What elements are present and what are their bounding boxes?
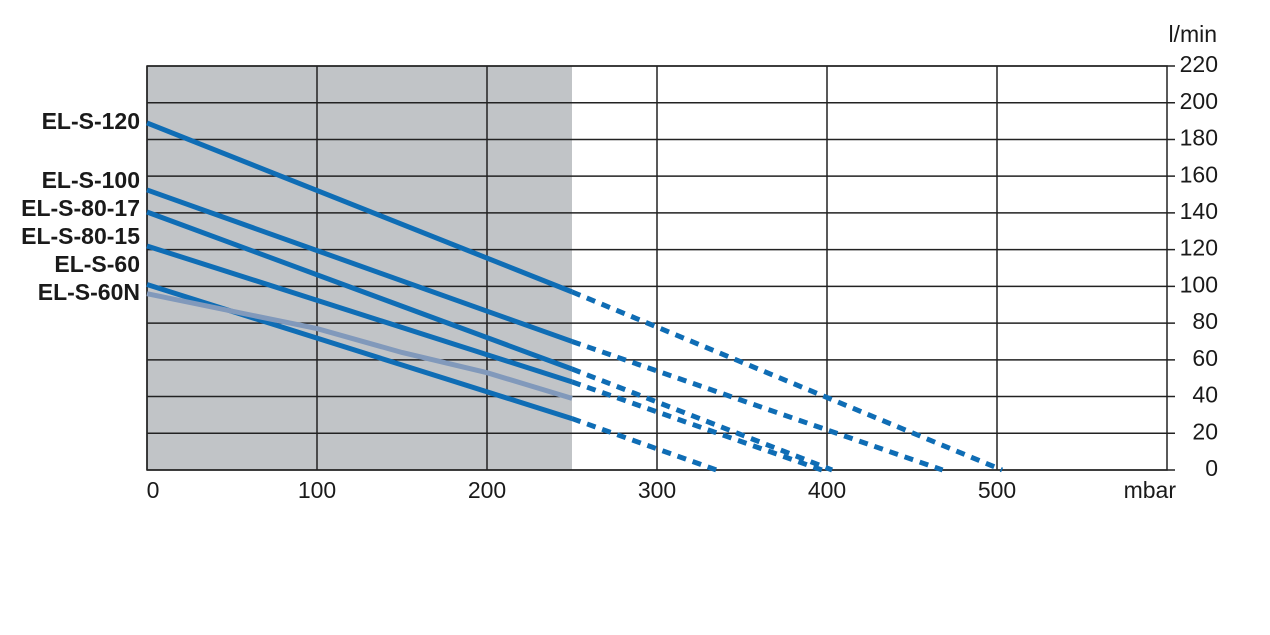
x-tick-label: 300 [638, 477, 676, 503]
series-line [146, 291, 573, 401]
series-line-extrapolated [571, 379, 823, 473]
legend-label: EL-S-100 [42, 167, 140, 193]
x-tick-label: 200 [468, 477, 506, 503]
legend-label: EL-S-80-17 [21, 195, 140, 221]
y-tick-label: 180 [1180, 125, 1218, 151]
y-tick-label: 120 [1180, 235, 1218, 261]
series-line-extrapolated [571, 289, 1004, 473]
plot-frame [146, 65, 1168, 471]
y-tick-label: 40 [1192, 382, 1218, 408]
y-tick-label: 60 [1192, 345, 1218, 371]
y-tick-label: 0 [1205, 455, 1218, 481]
y-tick-label: 140 [1180, 198, 1218, 224]
series-line [146, 243, 573, 385]
y-tick-label: 220 [1180, 51, 1218, 77]
series-line-extrapolated [571, 339, 944, 473]
x-tick-label: 500 [978, 477, 1016, 503]
y-tick-label: 80 [1192, 308, 1218, 334]
series-line-extrapolated [571, 366, 834, 473]
legend-label: EL-S-120 [42, 108, 140, 134]
x-tick-label: 0 [147, 477, 160, 503]
y-tick-label: 160 [1180, 161, 1218, 187]
legend-label: EL-S-60 [54, 251, 140, 277]
y-tick-label: 20 [1192, 418, 1218, 444]
legend-label: EL-S-80-15 [21, 223, 140, 249]
y-tick-label: 100 [1180, 271, 1218, 297]
legend-label: EL-S-60N [38, 279, 140, 305]
y-tick-label: 200 [1180, 88, 1218, 114]
x-axis-label: mbar [1124, 477, 1177, 503]
series-line [146, 120, 573, 295]
x-tick-label: 400 [808, 477, 846, 503]
series-line [146, 209, 573, 372]
y-axis-label: l/min [1168, 21, 1217, 47]
x-tick-label: 100 [298, 477, 336, 503]
series-line [146, 187, 573, 344]
